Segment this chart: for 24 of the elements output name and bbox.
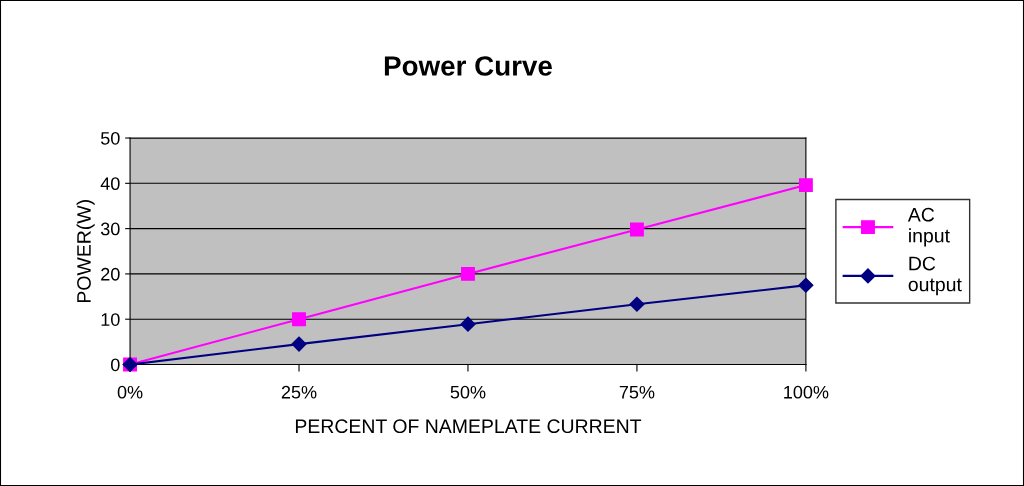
y-tick-label: 20 <box>101 267 120 281</box>
point <box>461 266 475 281</box>
y-tick-label: 50 <box>100 131 120 145</box>
x-tick-label: 75% <box>619 385 655 399</box>
point <box>291 336 307 352</box>
point <box>292 312 306 327</box>
x-axis-title: PERCENT OF NAMEPLATE CURRENT <box>295 419 642 434</box>
y-tick-label: 10 <box>101 313 120 326</box>
x-tick-label: 0% <box>117 385 143 399</box>
x-tick-label: 25% <box>281 385 317 399</box>
y-tick-label: 0 <box>110 358 120 372</box>
y-axis-title: POWER(W) <box>76 200 95 303</box>
x-tick-label: 50% <box>450 385 486 399</box>
point <box>798 277 814 293</box>
chart-title: Power Curve <box>384 56 552 76</box>
point <box>460 316 476 332</box>
x-tick-label: 100% <box>784 385 829 399</box>
y-tick-label: 40 <box>100 177 120 191</box>
legend-label: AC input <box>907 207 950 247</box>
point <box>629 296 645 312</box>
point <box>629 222 644 237</box>
y-tick-label: 30 <box>100 222 120 236</box>
legend-label: DC output <box>908 256 962 296</box>
point <box>798 178 813 193</box>
